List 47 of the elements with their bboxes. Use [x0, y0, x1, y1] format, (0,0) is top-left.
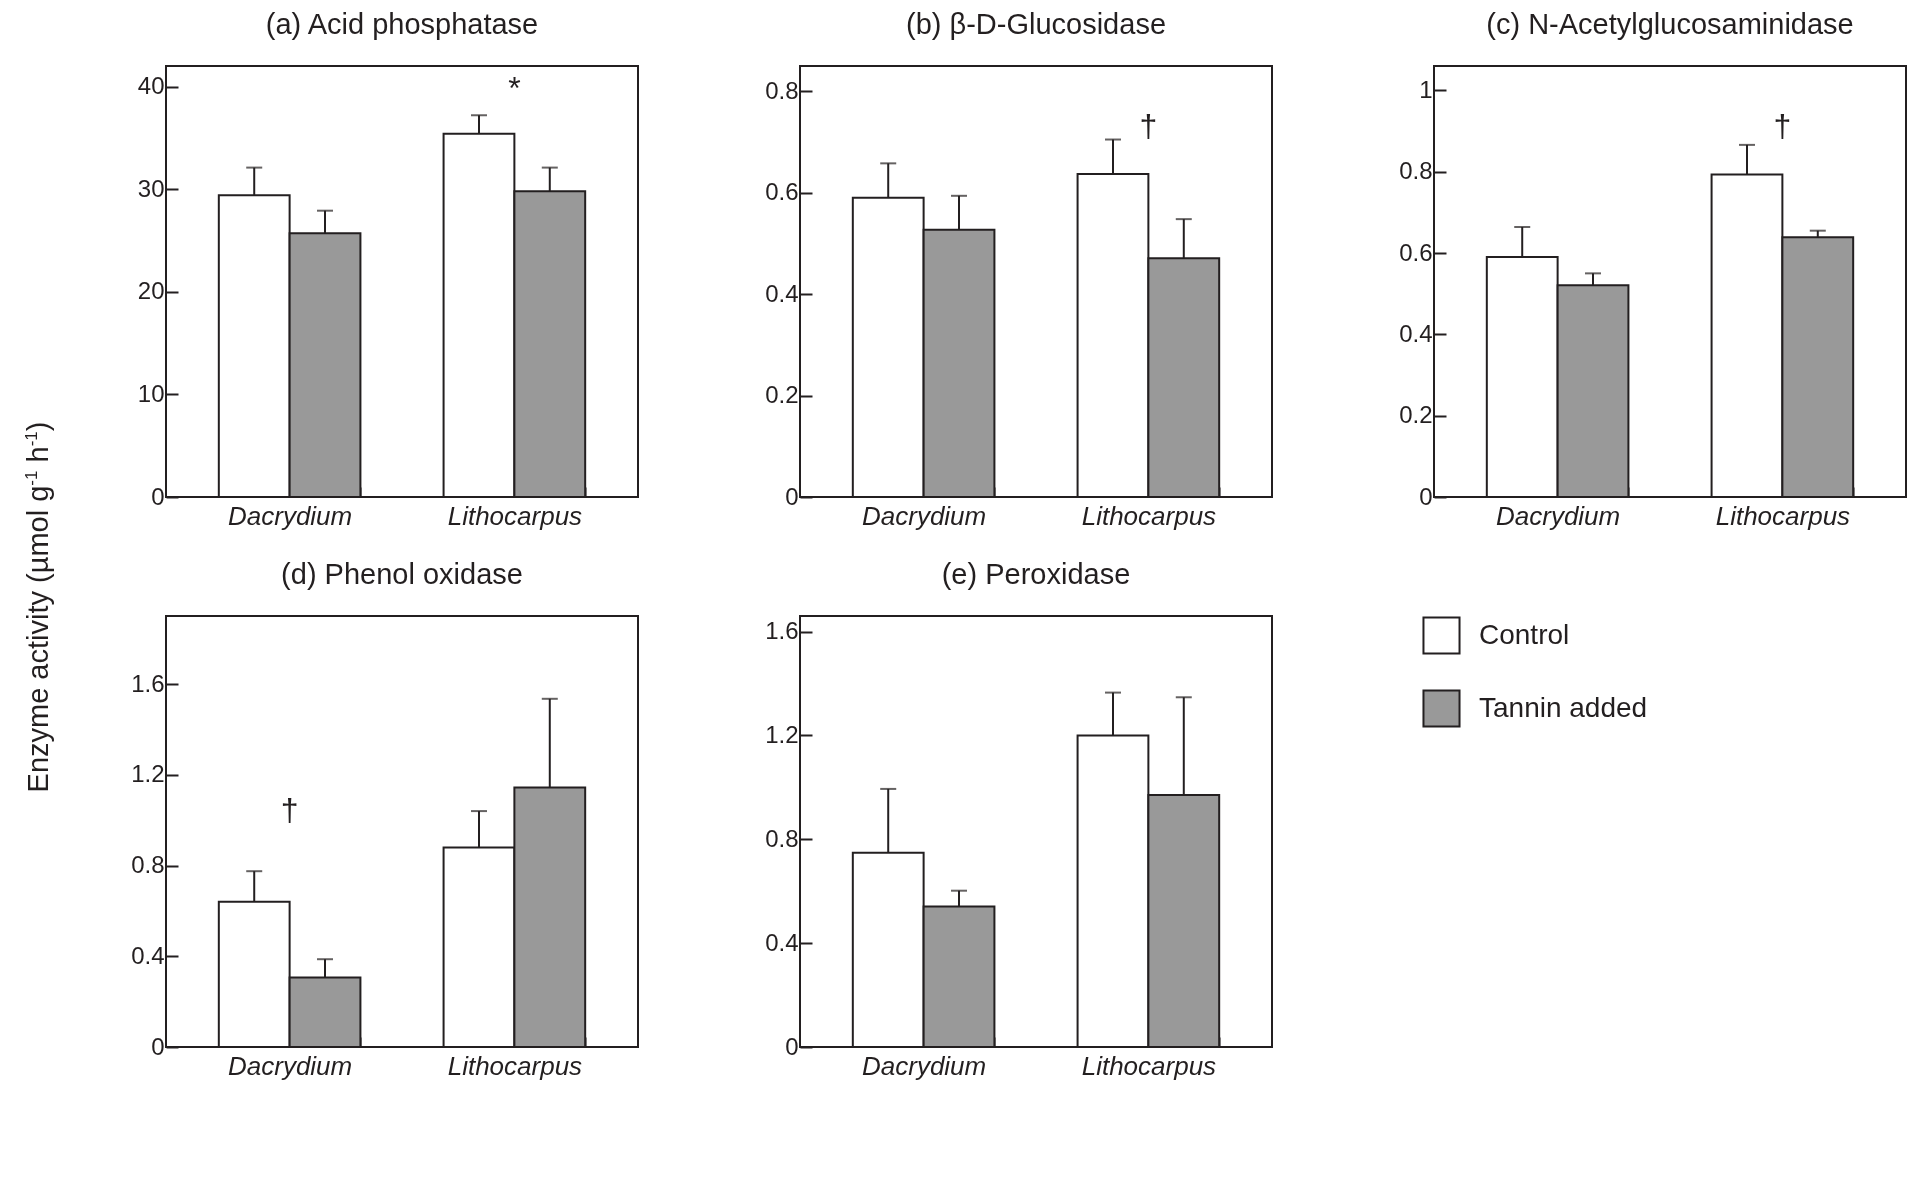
x-tick-label: Lithocarpus — [1715, 500, 1851, 531]
annotation: † — [1773, 108, 1792, 144]
chart-title: (d) Phenol oxidase — [281, 558, 523, 590]
y-tick-label: 0 — [151, 1032, 165, 1060]
chart-title: (e) Peroxidase — [941, 558, 1131, 590]
chart-title: (b) β-D-Glucosidase — [905, 8, 1167, 40]
chart-title: (c) N-Acetylglucosaminidase — [1486, 8, 1854, 40]
x-tick-label: Dacrydium — [861, 500, 987, 531]
y-tick-label: 1.2 — [765, 720, 799, 748]
y-tick-label: 0.6 — [1399, 238, 1433, 266]
y-tick-label: 0 — [151, 482, 165, 510]
x-tick-label: Lithocarpus — [447, 1050, 583, 1081]
y-tick-label: 0.2 — [1399, 401, 1433, 429]
y-tick-label: 0.6 — [765, 178, 799, 206]
y-tick-label: 0 — [785, 1032, 799, 1060]
y-tick-label: 1.6 — [131, 669, 165, 697]
legend-label: Control — [1479, 618, 1570, 650]
x-tick-label: Lithocarpus — [1081, 500, 1217, 531]
legend-label: Tannin added — [1479, 691, 1648, 723]
y-tick-label: 1.6 — [765, 617, 799, 645]
y-tick-label: 1 — [1419, 75, 1433, 103]
y-tick-label: 0.2 — [765, 381, 799, 409]
x-tick-label: Dacrydium — [861, 1050, 987, 1081]
y-tick-label: 0.8 — [131, 851, 165, 879]
y-tick-label: 0.8 — [765, 76, 799, 104]
y-tick-label: 0.8 — [765, 824, 799, 852]
y-tick-label: 10 — [137, 379, 165, 407]
x-tick-label: Dacrydium — [227, 500, 353, 531]
y-tick-label: 20 — [137, 277, 165, 305]
y-tick-label: 0.8 — [1399, 157, 1433, 185]
y-tick-label: 0.4 — [765, 279, 799, 307]
chart-title: (a) Acid phosphatase — [265, 8, 539, 40]
x-tick-label: Lithocarpus — [1081, 1050, 1217, 1081]
y-tick-label: 0.4 — [1399, 319, 1433, 347]
annotation: † — [1139, 108, 1158, 144]
y-tick-label: 30 — [137, 174, 165, 202]
x-tick-label: Dacrydium — [227, 1050, 353, 1081]
y-tick-label: 0.4 — [765, 928, 799, 956]
y-tick-label: 0.4 — [131, 941, 165, 969]
y-tick-label: 1.2 — [131, 760, 165, 788]
x-tick-label: Lithocarpus — [447, 500, 583, 531]
annotation: * — [508, 70, 521, 106]
y-tick-label: 0 — [1419, 482, 1433, 510]
annotation: † — [280, 792, 299, 828]
y-tick-label: 0 — [785, 482, 799, 510]
x-tick-label: Dacrydium — [1495, 500, 1621, 531]
y-tick-label: 40 — [137, 72, 165, 100]
